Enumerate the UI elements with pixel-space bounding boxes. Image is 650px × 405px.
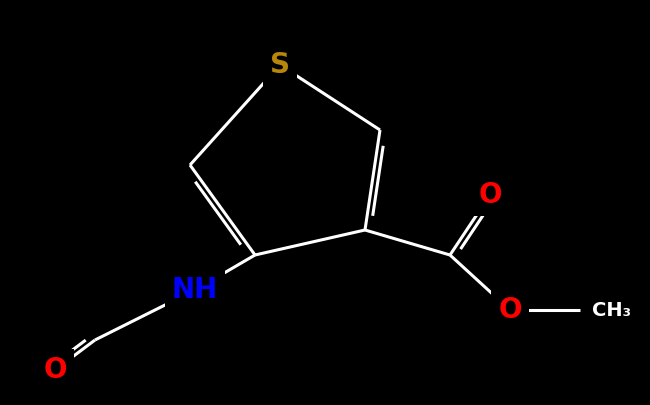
Text: NH: NH [172, 276, 218, 304]
Text: CH₃: CH₃ [592, 301, 631, 320]
Text: O: O [478, 181, 502, 209]
Text: O: O [499, 296, 522, 324]
Text: O: O [44, 356, 67, 384]
Text: S: S [270, 51, 290, 79]
